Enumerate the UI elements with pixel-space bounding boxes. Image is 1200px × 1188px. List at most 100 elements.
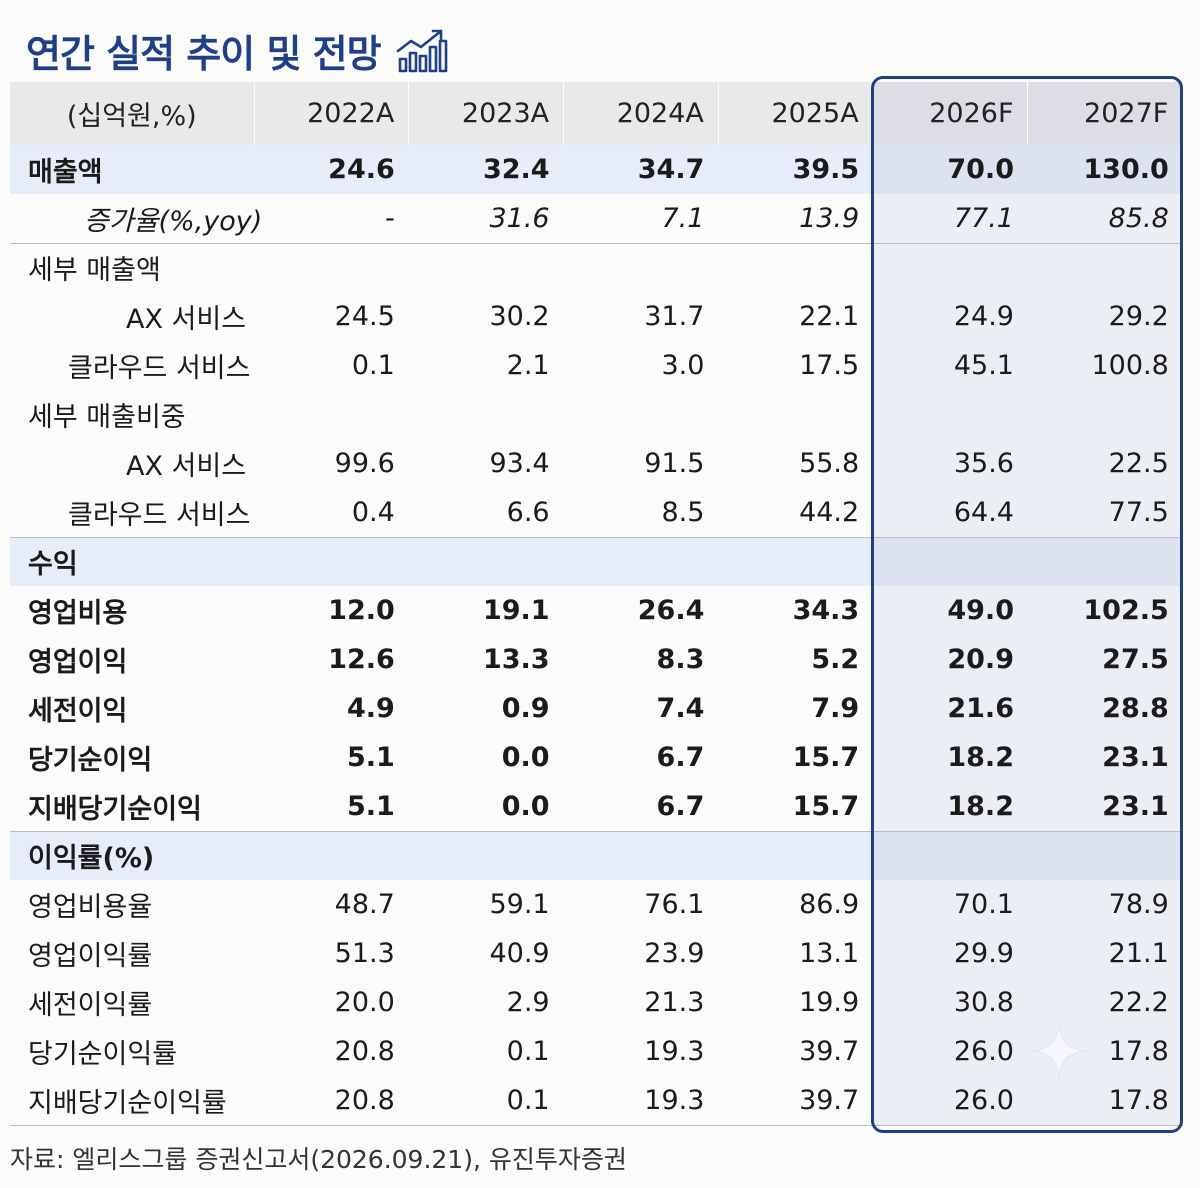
section-row: 이익률(%) — [10, 830, 1183, 880]
cell-value: 39.7 — [799, 1036, 860, 1067]
cell-value: 2.1 — [506, 350, 550, 381]
section-label: 세부 매출비중 — [28, 402, 186, 433]
row-label: 세전이익률 — [28, 990, 153, 1021]
cell-value: 0.1 — [351, 350, 395, 381]
cell-value: 6.6 — [506, 496, 550, 528]
cell-value: 18.2 — [873, 733, 1028, 782]
cell-value: 20.8 — [334, 1036, 395, 1067]
cell-value: 15.7 — [792, 742, 860, 773]
table-row: AX 서비스 99.6 93.4 91.5 55.8 35.6 22.5 — [10, 439, 1183, 488]
table-row: 클라우드 서비스 0.1 2.1 3.0 17.5 45.1 100.8 — [10, 341, 1183, 390]
cell-value: 99.6 — [334, 448, 395, 479]
row-label: 영업이익 — [28, 647, 128, 678]
year-header: 2024A — [563, 82, 719, 145]
section-label: 세부 매출액 — [28, 255, 161, 287]
cell-value: 0.0 — [501, 742, 550, 773]
section-label: 이익률(%) — [10, 830, 254, 880]
cell-value: 77.5 — [1027, 488, 1183, 537]
cell-value: 13.1 — [799, 938, 860, 969]
cell-value: 17.8 — [1027, 1076, 1183, 1126]
table-row: 영업이익률 51.3 40.9 23.9 13.1 29.9 21.1 — [10, 929, 1183, 978]
cell-value: 100.8 — [1027, 341, 1183, 390]
section-row: 세부 매출비중 — [10, 390, 1183, 439]
year-header: 2027F — [1027, 82, 1184, 145]
cell-value: 39.5 — [718, 145, 874, 194]
cell-value: 6.7 — [656, 742, 705, 773]
cell-value: 45.1 — [873, 341, 1028, 390]
cell-value: 23.1 — [1027, 733, 1183, 782]
cell-value: 22.5 — [1027, 439, 1183, 488]
cell-value: 130.0 — [1027, 145, 1183, 194]
row-label: AX 서비스 — [126, 304, 247, 335]
cell-value: 7.4 — [656, 693, 705, 724]
cell-value: 70.1 — [873, 880, 1028, 929]
cell-value: 17.5 — [799, 350, 860, 381]
cell-value: 8.5 — [661, 496, 705, 528]
cell-value: 8.3 — [656, 644, 705, 675]
cell-value: 6.7 — [656, 790, 705, 822]
cell-value: 64.4 — [873, 488, 1028, 537]
cell-value: 12.0 — [328, 595, 395, 626]
row-label: 클라우드 서비스 — [68, 499, 251, 531]
table-header-row: (십억원,%) 2022A 2023A 2024A 2025A 2026F 20… — [10, 82, 1184, 145]
table-row: 영업이익 12.6 13.3 8.3 5.2 20.9 27.5 — [10, 635, 1183, 684]
cell-value: 48.7 — [334, 889, 395, 920]
cell-value: 34.3 — [792, 595, 860, 626]
cell-value: 13.9 — [718, 194, 874, 244]
cell-value: 28.8 — [1027, 684, 1183, 733]
cell-value: 12.6 — [328, 644, 395, 675]
cell-value: 4.9 — [346, 693, 395, 724]
cell-value: 86.9 — [799, 889, 860, 920]
row-label: 영업비용율 — [28, 892, 153, 923]
table-row: AX 서비스 24.5 30.2 31.7 22.1 24.9 29.2 — [10, 292, 1183, 341]
cell-value: 7.9 — [811, 693, 860, 724]
cell-value: 20.8 — [254, 1076, 409, 1126]
table-row: 지배당기순이익률 20.8 0.1 19.3 39.7 26.0 17.8 — [10, 1076, 1183, 1126]
cell-value: 21.1 — [1027, 929, 1183, 978]
cell-value: 26.0 — [873, 1076, 1028, 1126]
cell-value: 51.3 — [334, 938, 395, 969]
cell-value: 19.9 — [799, 987, 860, 1018]
table-row: 세전이익 4.9 0.9 7.4 7.9 21.6 28.8 — [10, 684, 1183, 733]
cell-value: 102.5 — [1027, 586, 1183, 635]
cell-value: 70.0 — [873, 145, 1028, 194]
year-header: 2023A — [408, 82, 565, 145]
row-label: 지배당기순이익 — [28, 793, 202, 825]
year-header: 2022A — [254, 82, 410, 145]
cell-value: 26.0 — [873, 1027, 1028, 1076]
row-label: 영업비용 — [28, 598, 128, 629]
cell-value: 19.3 — [563, 1076, 719, 1126]
cell-value: 30.8 — [873, 978, 1028, 1027]
cell-value: 24.9 — [873, 292, 1028, 341]
cell-value: 29.9 — [873, 929, 1028, 978]
table-row: 당기순이익률 20.8 0.1 19.3 39.7 26.0 17.8 — [10, 1027, 1183, 1076]
cell-value: 0.9 — [501, 693, 550, 724]
cell-value: 22.1 — [799, 301, 860, 332]
table-row: 매출액 24.6 32.4 34.7 39.5 70.0 130.0 — [10, 145, 1183, 194]
cell-value: 29.2 — [1027, 292, 1183, 341]
cell-value: 7.1 — [563, 194, 719, 244]
growth-chart-icon — [396, 29, 447, 73]
year-header: 2026F — [873, 82, 1029, 145]
section-row: 수익 — [10, 536, 1183, 586]
cell-value: 3.0 — [661, 350, 705, 381]
cell-value: 91.5 — [644, 448, 705, 479]
cell-value: 93.4 — [489, 448, 550, 479]
row-label: 클라우드 서비스 — [68, 353, 251, 384]
page-title: 연간 실적 추이 및 전망 — [26, 31, 382, 76]
table-row: 당기순이익 5.1 0.0 6.7 15.7 18.2 23.1 — [10, 733, 1183, 782]
cell-value: 19.1 — [482, 595, 550, 626]
source-note: 자료: 엘리스그룹 증권신고서(2026.09.21), 유진투자증권 — [10, 1145, 627, 1174]
cell-value: 78.9 — [1027, 880, 1183, 929]
row-label: 세전이익 — [28, 696, 128, 727]
row-label: 증가율(%,yoy) — [10, 194, 262, 244]
row-label: 매출액 — [10, 145, 254, 194]
cell-value: 21.6 — [873, 684, 1028, 733]
row-label: 당기순이익률 — [28, 1039, 178, 1070]
cell-value: - — [254, 194, 409, 244]
cell-value: 39.7 — [718, 1076, 874, 1126]
cell-value: 40.9 — [489, 938, 550, 969]
cell-value: 26.4 — [637, 595, 705, 626]
cell-value: 27.5 — [1027, 635, 1183, 684]
cell-value: 23.9 — [644, 938, 705, 969]
